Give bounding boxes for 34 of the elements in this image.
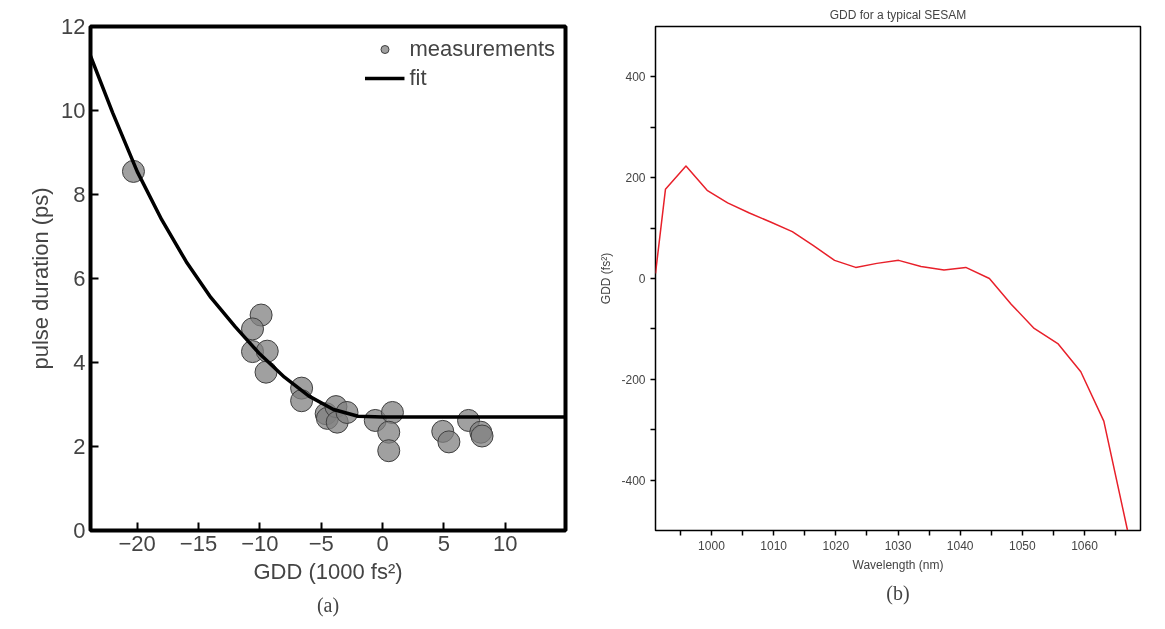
x-tick-label: 1060 — [1071, 538, 1099, 553]
x-tick-label: −20 — [118, 530, 156, 556]
y-tick-label: -200 — [621, 372, 646, 387]
x-tick-label: 1040 — [946, 538, 974, 553]
y-axis-title: pulse duration (ps) — [28, 187, 54, 370]
y-tick-label: 4 — [73, 350, 86, 375]
x-tick-label: 10 — [493, 530, 518, 556]
y-tick-label: 6 — [73, 266, 86, 291]
x-axis-title: GDD (1000 fs²) — [253, 558, 403, 584]
x-tick-label: 5 — [437, 530, 451, 556]
y-tick-label: -400 — [621, 473, 646, 488]
x-axis-title: Wavelength (nm) — [852, 557, 944, 572]
x-tick-label: 1050 — [1009, 538, 1037, 553]
x-tick-label: −10 — [241, 530, 279, 556]
y-tick-label: 0 — [638, 272, 646, 286]
x-tick-label: −15 — [179, 530, 218, 556]
x-tick-label: 1030 — [884, 538, 912, 553]
x-tick-label: 1000 — [698, 538, 726, 553]
y-tick-label: 8 — [73, 182, 86, 207]
chart-title: GDD for a typical SESAM — [829, 7, 967, 22]
y-tick-label: 10 — [61, 98, 86, 123]
text: (b) — [886, 581, 910, 605]
legend-label: fit — [409, 65, 428, 91]
y-tick-label: 2 — [73, 434, 86, 459]
y-tick-label: 12 — [61, 14, 86, 39]
y-axis-title: GDD (fs²) — [599, 252, 614, 305]
y-tick-label: 400 — [625, 70, 646, 85]
x-tick-label: 0 — [376, 530, 389, 556]
x-tick-label: 1010 — [760, 538, 788, 553]
y-tick-label: 200 — [625, 171, 646, 186]
x-tick-label: −5 — [308, 530, 334, 556]
legend-label: measurements — [409, 36, 555, 62]
x-tick-label: 1020 — [822, 538, 850, 553]
text: (a) — [316, 593, 340, 617]
